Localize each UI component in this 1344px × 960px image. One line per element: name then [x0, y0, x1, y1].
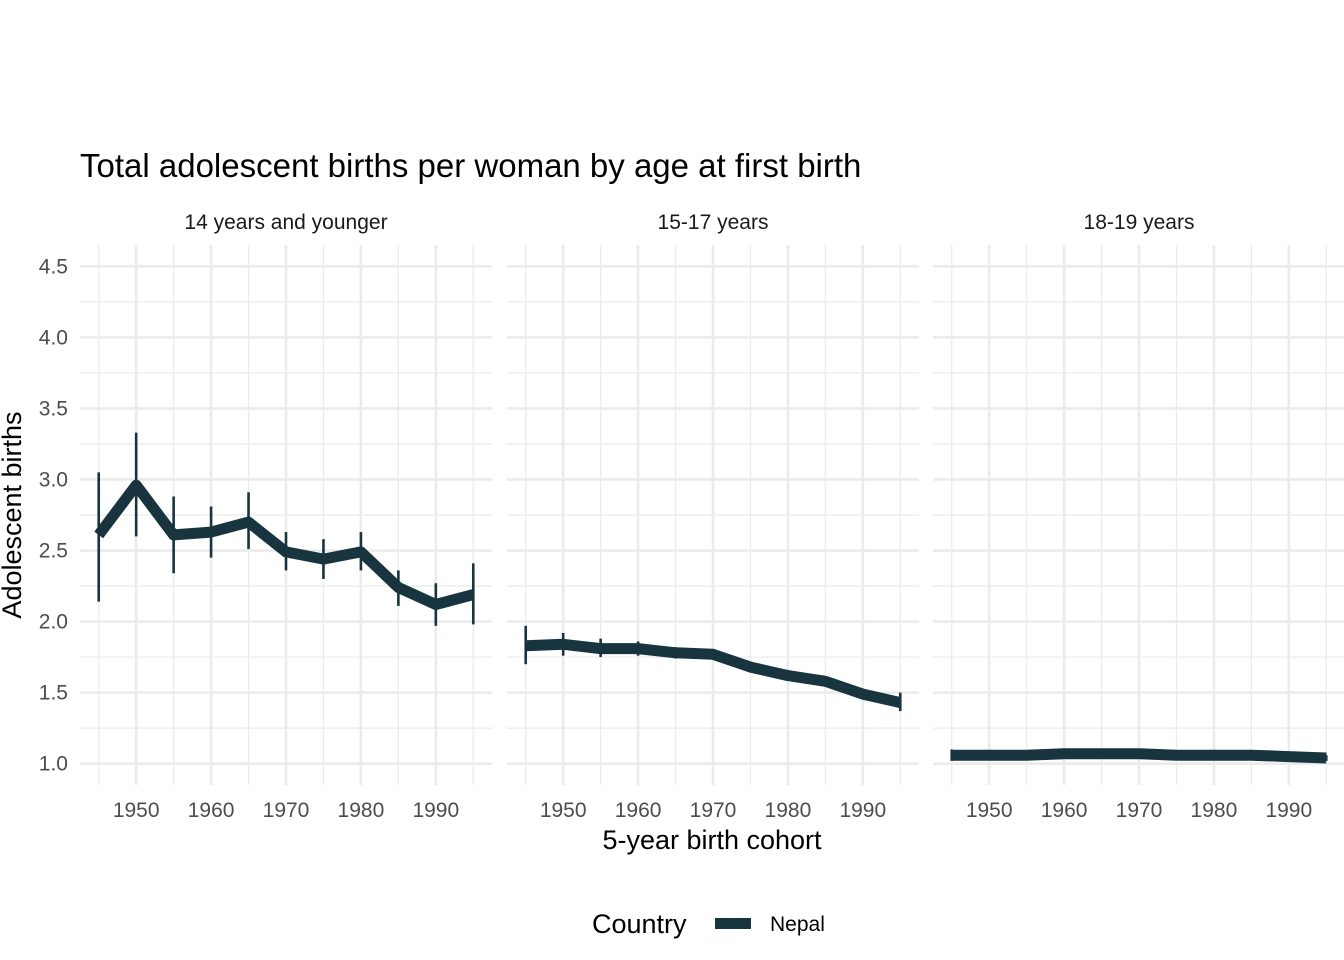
facet-label: 18-19 years	[1084, 211, 1195, 234]
y-axis-ticks: 1.0 1.5 2.0 2.5 3.0 3.5 4.0 4.5	[39, 255, 68, 775]
y-tick-label: 4.5	[39, 255, 68, 278]
y-tick-label: 2.5	[39, 540, 68, 563]
legend-title: Country	[592, 909, 687, 939]
x-tick-label: 1970	[1116, 799, 1163, 822]
x-tick-label: 1980	[1191, 799, 1238, 822]
chart-title: Total adolescent births per woman by age…	[80, 147, 861, 184]
legend: Country Nepal	[592, 909, 825, 939]
y-tick-label: 3.0	[39, 468, 68, 491]
y-axis-title: Adolescent births	[0, 411, 27, 618]
chart-panels: 1950 1960 1970 1980 1990 14 years and younger…	[80, 211, 1344, 822]
x-tick-label: 1970	[690, 799, 737, 822]
legend-key-nepal	[715, 918, 751, 929]
x-tick-label: 1950	[113, 799, 160, 822]
x-tick-label: 1970	[263, 799, 310, 822]
series-line-nepal	[525, 638, 902, 708]
x-tick-label: 1950	[966, 799, 1013, 822]
x-tick-label: 1960	[1041, 799, 1088, 822]
series-line-nepal	[94, 479, 475, 610]
x-tick-label: 1980	[338, 799, 385, 822]
x-tick-label: 1990	[839, 799, 886, 822]
x-tick-label: 1960	[188, 799, 235, 822]
y-tick-label: 3.5	[39, 397, 68, 420]
y-tick-label: 4.0	[39, 326, 68, 349]
panel-2: 1950 1960 1970 1980 1990 15-17 years	[507, 211, 919, 822]
facet-label: 15-17 years	[658, 211, 769, 234]
series-line-nepal	[951, 748, 1327, 764]
x-tick-label: 1960	[615, 799, 662, 822]
panel-1: 1950 1960 1970 1980 1990 14 years and younger	[80, 211, 492, 822]
x-tick-label: 1990	[1265, 799, 1312, 822]
y-tick-label: 2.0	[39, 611, 68, 634]
x-tick-label: 1980	[765, 799, 812, 822]
facet-label: 14 years and younger	[184, 211, 387, 234]
x-tick-label: 1950	[540, 799, 587, 822]
x-tick-label: 1990	[412, 799, 459, 822]
x-axis-title: 5-year birth cohort	[602, 825, 822, 855]
panel-3: 1950 1960 1970 1980 1990 18-19 years	[933, 211, 1344, 822]
y-tick-label: 1.5	[39, 682, 68, 705]
y-tick-label: 1.0	[39, 753, 68, 776]
legend-label-nepal: Nepal	[770, 913, 825, 936]
